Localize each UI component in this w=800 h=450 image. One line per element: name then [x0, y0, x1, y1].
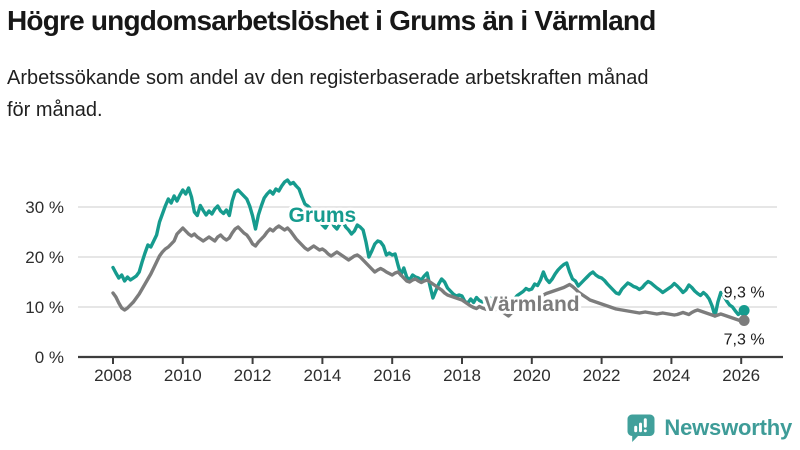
x-tick-label: 2010: [164, 366, 202, 385]
chart-subtitle-line2: för månad.: [7, 99, 103, 121]
y-tick-label: 10 %: [25, 298, 64, 317]
chart-subtitle: Arbetssökande som andel av den registerb…: [7, 62, 777, 126]
series-line-vrmland: [111, 224, 746, 323]
series-label-grums: Grums: [289, 204, 357, 227]
newsworthy-chart-bubble-icon: [627, 414, 655, 442]
newsworthy-logo[interactable]: Newsworthy: [626, 412, 792, 444]
end-value-label: 7,3 %: [724, 332, 765, 349]
x-tick-label: 2018: [443, 366, 481, 385]
x-tick-label: 2022: [583, 366, 621, 385]
end-point-dot: [738, 305, 750, 316]
y-tick-label: 0 %: [35, 348, 64, 367]
chart-subtitle-line1: Arbetssökande som andel av den registerb…: [7, 67, 649, 89]
x-tick-label: 2024: [652, 366, 690, 385]
x-tick-label: 2026: [722, 366, 760, 385]
series-line-grums: [111, 178, 746, 318]
x-tick-label: 2008: [94, 366, 132, 385]
x-tick-label: 2016: [373, 366, 411, 385]
end-point-dot: [738, 315, 750, 326]
chart-title: Högre ungdomsarbetslöshet i Grums än i V…: [7, 5, 656, 36]
y-tick-label: 20 %: [25, 248, 64, 267]
x-tick-label: 2012: [234, 366, 272, 385]
x-tick-label: 2014: [303, 366, 341, 385]
x-tick-label: 2020: [513, 366, 551, 385]
y-tick-label: 30 %: [25, 198, 64, 217]
newsworthy-wordmark: Newsworthy: [664, 415, 792, 440]
series-label-vrmland: Värmland: [484, 293, 580, 316]
end-value-label: 9,3 %: [724, 285, 765, 302]
